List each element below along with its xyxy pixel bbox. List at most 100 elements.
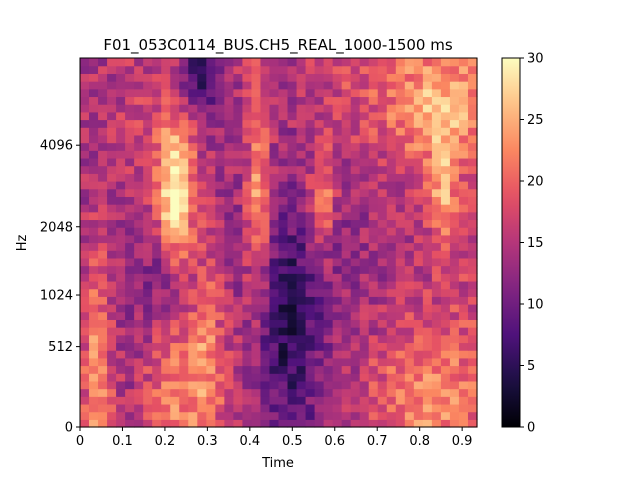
heatmap-cell [134, 403, 144, 413]
heatmap-cell [80, 311, 90, 320]
heatmap-cell [125, 327, 135, 336]
heatmap-cell [80, 234, 90, 244]
heatmap-cell [215, 219, 225, 228]
heatmap-cell [134, 273, 144, 282]
heatmap-cell [404, 96, 415, 105]
heatmap-cell [377, 111, 388, 121]
heatmap-cell [314, 157, 325, 167]
heatmap-cell [242, 334, 253, 344]
heatmap-cell [440, 150, 451, 159]
heatmap-cell [386, 357, 397, 367]
heatmap-cell [107, 111, 117, 121]
heatmap-cell [179, 181, 189, 190]
heatmap-cell [125, 396, 135, 405]
heatmap-cell [341, 365, 352, 374]
heatmap-cell [152, 227, 162, 236]
heatmap-cell [305, 373, 316, 382]
heatmap-cell [404, 380, 415, 390]
heatmap-cell [323, 250, 334, 259]
heatmap-cell [161, 227, 171, 236]
heatmap-cell [332, 250, 343, 259]
heatmap-cell [314, 350, 325, 359]
heatmap-cell [278, 165, 289, 174]
heatmap-cell [188, 157, 198, 167]
heatmap-cell [359, 150, 370, 159]
heatmap-cell [395, 265, 406, 274]
heatmap-cell [251, 81, 262, 90]
heatmap-cell [305, 104, 316, 113]
heatmap-cell [350, 65, 361, 74]
heatmap-cell [80, 104, 90, 113]
heatmap-cell [287, 396, 298, 405]
heatmap-cell [260, 181, 271, 190]
heatmap-cell [413, 111, 424, 121]
heatmap-cell [305, 188, 316, 197]
heatmap-cell [152, 181, 162, 190]
heatmap-cell [89, 111, 99, 121]
heatmap-cell [269, 157, 280, 167]
heatmap-cell [170, 73, 180, 82]
heatmap-cell [116, 288, 126, 297]
heatmap-cell [161, 365, 171, 374]
heatmap-cell [188, 81, 198, 90]
heatmap-cell [341, 142, 352, 151]
heatmap-cell [233, 396, 244, 405]
heatmap-cell [188, 119, 198, 128]
heatmap-cell [386, 396, 397, 405]
heatmap-cell [215, 234, 225, 244]
heatmap-cell [233, 242, 244, 251]
heatmap-cell [287, 111, 298, 121]
heatmap-cell [413, 265, 424, 274]
heatmap-cell [143, 380, 153, 390]
heatmap-cell [269, 403, 280, 413]
heatmap-cell [350, 311, 361, 320]
heatmap-cell [350, 242, 361, 251]
heatmap-cell [332, 227, 343, 236]
heatmap-cell [377, 227, 388, 236]
heatmap-cell [422, 380, 433, 390]
heatmap-cell [116, 234, 126, 244]
heatmap-cell [431, 65, 442, 74]
heatmap-cell [350, 211, 361, 221]
heatmap-cell [143, 411, 153, 420]
heatmap-cell [197, 157, 207, 167]
heatmap-cell [314, 227, 325, 236]
heatmap-cell [152, 396, 162, 405]
heatmap-cell [260, 196, 271, 205]
heatmap-cell [143, 242, 153, 251]
heatmap-cell [323, 65, 334, 74]
heatmap-cell [188, 411, 198, 420]
heatmap-cell [125, 342, 135, 351]
heatmap-cell [251, 419, 262, 428]
heatmap-cell [278, 265, 289, 274]
heatmap-cell [413, 157, 424, 167]
heatmap-cell [215, 350, 225, 359]
heatmap-cell [269, 280, 280, 290]
heatmap-cell [134, 280, 144, 290]
heatmap-cell [143, 288, 153, 297]
heatmap-cell [458, 403, 469, 413]
heatmap-cell [197, 111, 207, 121]
heatmap-cell [98, 81, 108, 90]
heatmap-cell [449, 119, 460, 128]
heatmap-cell [179, 111, 189, 121]
heatmap-cell [269, 219, 280, 228]
heatmap-cell [413, 142, 424, 151]
heatmap-cell [413, 204, 424, 213]
heatmap-cell [161, 119, 171, 128]
heatmap-cell [350, 165, 361, 174]
heatmap-cell [386, 96, 397, 105]
heatmap-cell [89, 396, 99, 405]
heatmap-cell [80, 173, 90, 182]
y-tick-label: 2048 [40, 220, 73, 235]
heatmap-cell [143, 165, 153, 174]
heatmap-cell [206, 181, 216, 190]
heatmap-cell [440, 111, 451, 121]
heatmap-cell [368, 311, 379, 320]
heatmap-cell [404, 150, 415, 159]
heatmap-cell [206, 288, 216, 297]
heatmap-cell [143, 350, 153, 359]
heatmap-cell [422, 257, 433, 267]
heatmap-cell [341, 211, 352, 221]
heatmap-cell [269, 388, 280, 397]
